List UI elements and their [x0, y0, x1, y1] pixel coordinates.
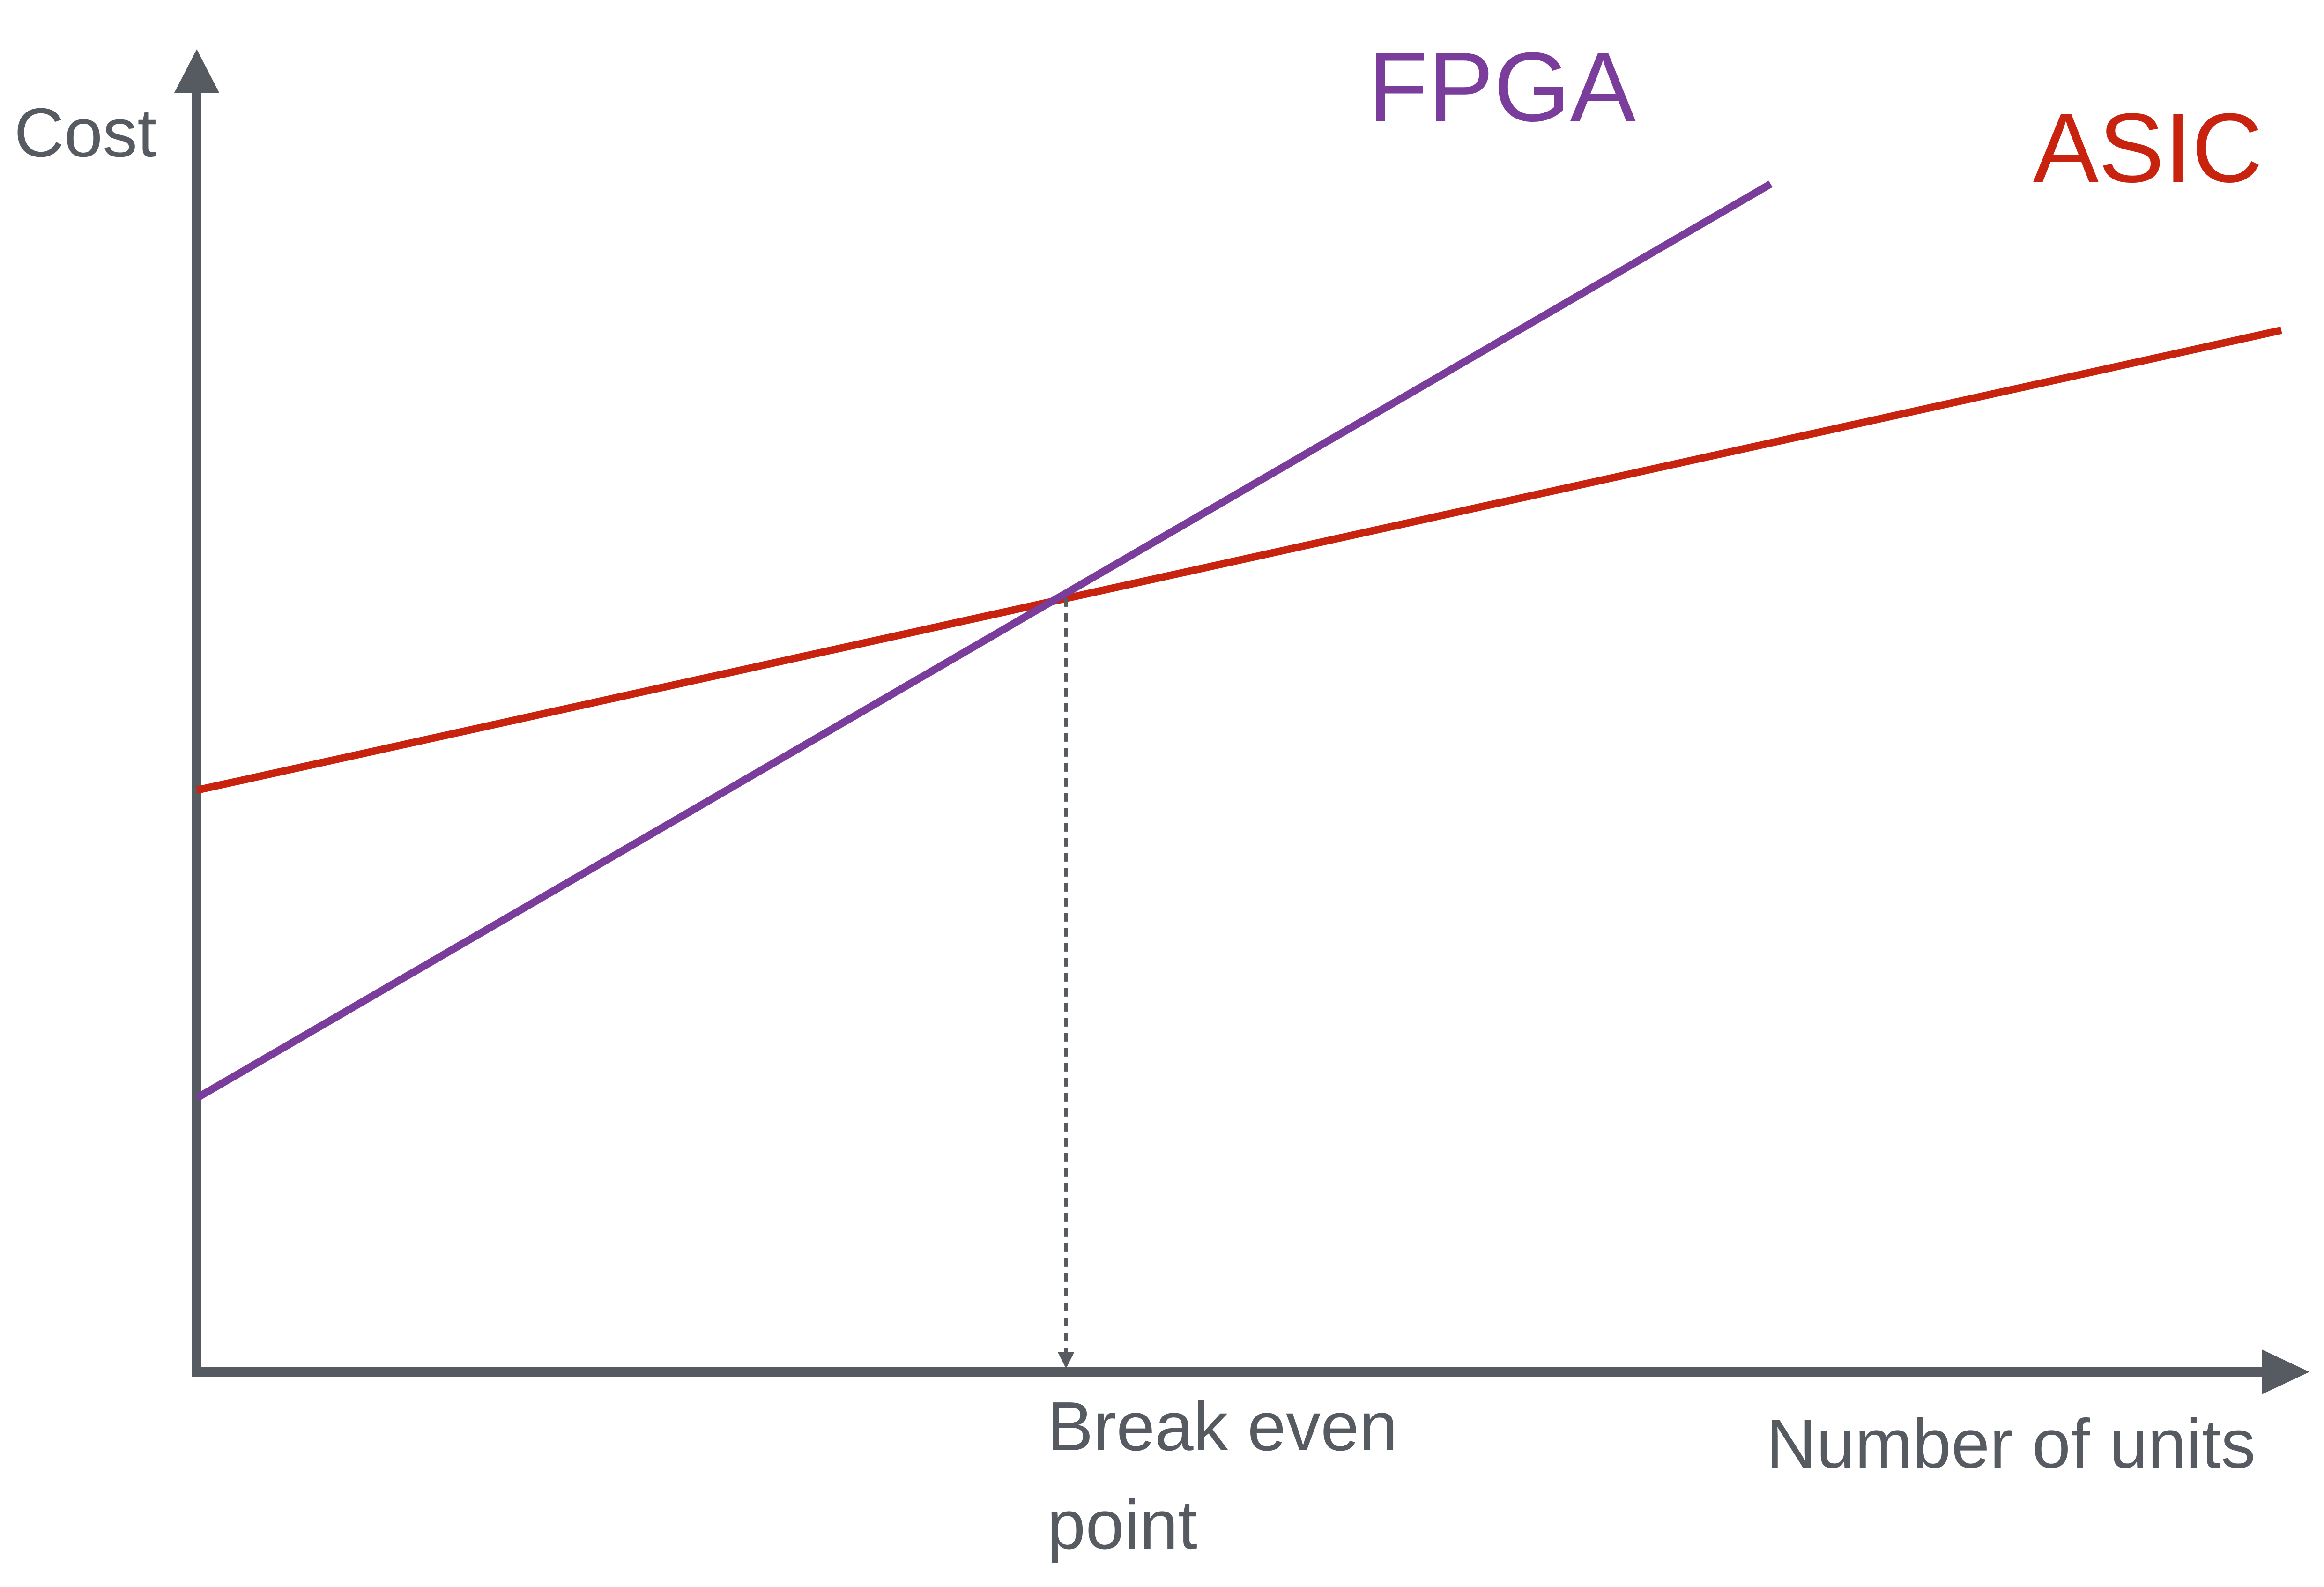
x-axis-arrowhead	[2262, 1349, 2309, 1394]
y-axis-label: Cost	[14, 94, 156, 171]
break-even-label-line1: Break even	[1047, 1388, 1398, 1465]
x-axis-label: Number of units	[1766, 1405, 2256, 1483]
asic-series-line	[196, 326, 2282, 794]
break-even-label-line2: point	[1047, 1486, 1197, 1564]
y-axis-arrowhead	[174, 49, 219, 93]
fpga-series-line	[194, 180, 1773, 1102]
fpga-series-label: FPGA	[1368, 32, 1636, 142]
asic-series-label: ASIC	[2033, 93, 2263, 203]
